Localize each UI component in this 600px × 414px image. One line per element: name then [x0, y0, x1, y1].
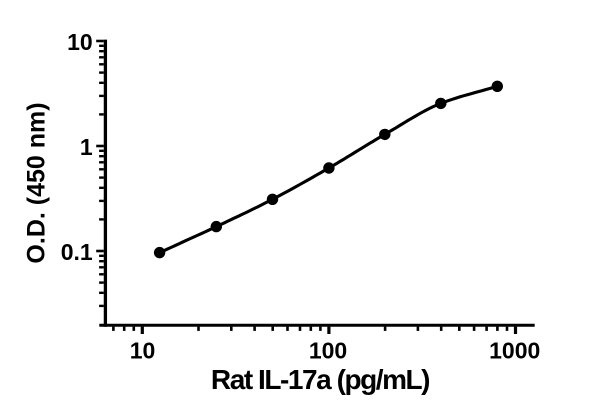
svg-text:10: 10	[130, 337, 156, 363]
svg-text:0.1: 0.1	[61, 239, 93, 265]
svg-text:10: 10	[67, 29, 93, 55]
svg-text:100: 100	[309, 337, 347, 363]
svg-text:Rat IL-17a (pg/mL): Rat IL-17a (pg/mL)	[211, 364, 429, 395]
svg-text:O.D. (450 nm): O.D. (450 nm)	[22, 102, 50, 263]
svg-text:1: 1	[80, 134, 93, 160]
svg-text:1000: 1000	[489, 337, 540, 363]
